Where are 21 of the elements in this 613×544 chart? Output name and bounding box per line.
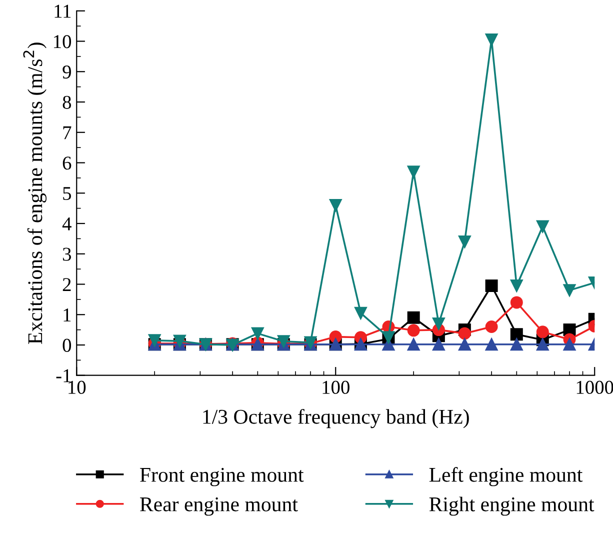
y-tick-label: 11 bbox=[54, 4, 71, 18]
legend-label: Front engine mount bbox=[140, 468, 304, 486]
x-tick-label: 100 bbox=[322, 380, 350, 394]
y-tick-label: 5 bbox=[63, 187, 72, 200]
legend-label: Left engine mount bbox=[429, 467, 583, 486]
legend-label: Right engine mount bbox=[429, 496, 594, 516]
y-tick-label: 8 bbox=[62, 96, 72, 109]
x-axis-title: 1/3 Octave frequency band (Hz) bbox=[203, 408, 469, 428]
y-tick-label: -1 bbox=[56, 369, 71, 382]
y-tick-label: 7 bbox=[63, 126, 72, 140]
y-tick-label: 10 bbox=[54, 35, 72, 48]
x-tick-label: 1000 bbox=[576, 380, 613, 394]
y-tick-label: 2 bbox=[62, 278, 71, 291]
y-axis-title: Excitations of engine mounts (m/s$^{2}$) bbox=[23, 42, 47, 344]
y-tick-label: 4 bbox=[62, 217, 72, 230]
legend-label: Rear engine mount bbox=[140, 497, 298, 516]
y-tick-label: 3 bbox=[62, 248, 72, 261]
y-tick-label: 9 bbox=[62, 65, 71, 79]
y-tick-label: 1 bbox=[64, 308, 71, 322]
y-tick-label: 0 bbox=[62, 338, 72, 352]
y-tick-label: 6 bbox=[62, 156, 72, 170]
